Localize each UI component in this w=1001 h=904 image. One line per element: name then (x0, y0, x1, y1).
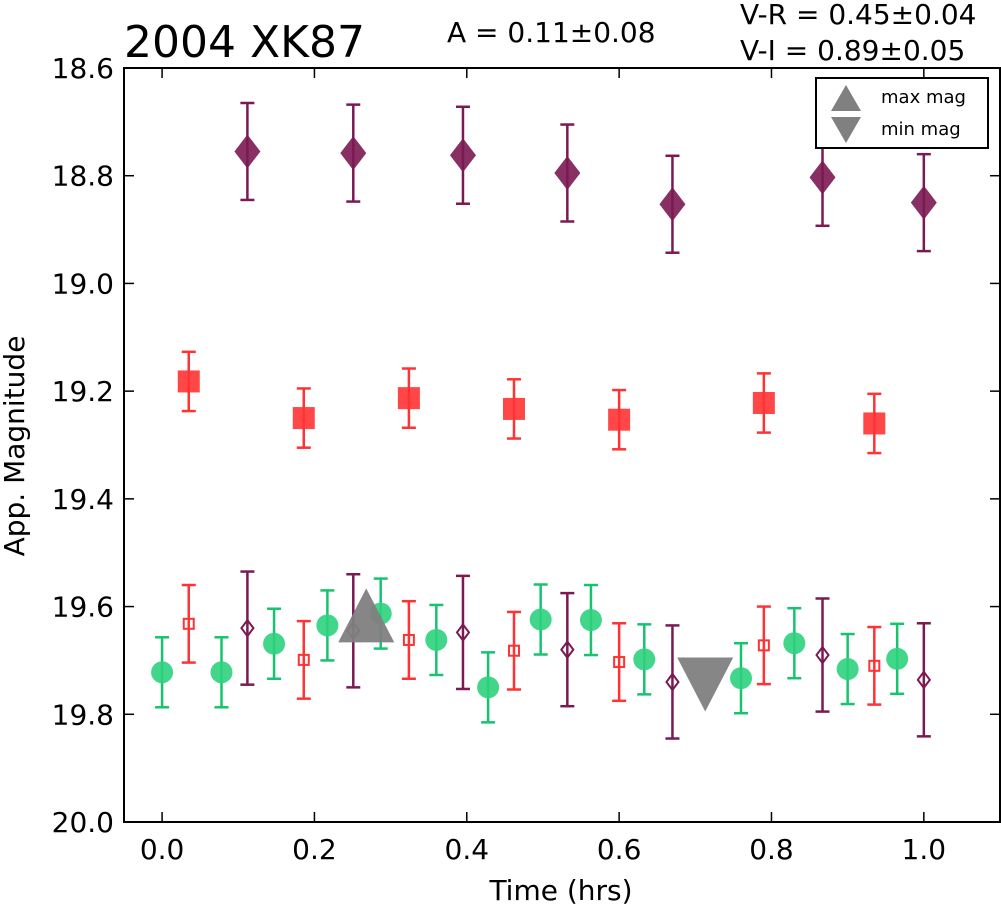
y-tick-label: 18.8 (52, 160, 114, 193)
legend-min-mag-marker (831, 117, 861, 143)
y-tick-label: 18.6 (52, 52, 114, 85)
max-mag-marker (338, 588, 395, 643)
x-tick-label: 0.0 (140, 833, 185, 866)
chart-title: 2004 XK87 (124, 17, 365, 68)
data-point-diamond (815, 645, 830, 665)
data-point-diamond (340, 136, 367, 171)
y-tick-label: 19.0 (52, 267, 114, 300)
x-tick-label: 0.4 (445, 833, 490, 866)
series-1-square-filled (177, 350, 886, 455)
series-6-triangle-down-filled (677, 657, 734, 712)
data-point-diamond (234, 134, 261, 169)
data-point-square (508, 644, 521, 657)
data-point-square (613, 656, 626, 669)
data-point-square (402, 633, 415, 646)
data-point-square (752, 391, 775, 414)
series-5-triangle-up-filled (338, 588, 395, 643)
data-point-diamond (449, 138, 476, 173)
data-point-square (757, 639, 770, 652)
data-point-circle (836, 658, 859, 681)
y-tick-label: 19.4 (52, 483, 114, 516)
x-tick-label: 1.0 (902, 833, 947, 866)
data-point-diamond (455, 622, 471, 643)
data-point-circle (529, 608, 552, 631)
color-index-vr: V-R = 0.45±0.04 (740, 0, 976, 31)
data-point-square (608, 408, 631, 431)
axis-ticks: 0.0 0.2 0.4 0.6 0.8 1.0 18.6 18.8 19.0 19.2 19.4 19… (52, 52, 1000, 866)
data-point-square (503, 397, 526, 420)
data-point-diamond (560, 639, 575, 660)
data-point-diamond (916, 670, 932, 690)
series-3-square-open (181, 583, 882, 706)
x-tick-label: 0.8 (749, 833, 794, 866)
data-point-square (182, 617, 195, 630)
y-tick-label: 19.2 (52, 375, 114, 408)
legend-max-mag-marker (831, 85, 861, 111)
data-point-circle (633, 648, 656, 671)
data-point-diamond (665, 672, 680, 692)
data-point-circle (316, 614, 339, 637)
plot-frame (123, 67, 1001, 823)
data-point-circle (886, 647, 909, 670)
legend-max-mag-label: max mag (881, 87, 966, 108)
data-point-square (397, 387, 420, 410)
y-tick-label: 19.8 (52, 698, 114, 731)
legend-min-mag-label: min mag (881, 119, 961, 140)
data-point-circle (425, 628, 448, 651)
data-point-diamond (809, 160, 836, 195)
data-point-diamond (659, 187, 686, 222)
color-index-vi: V-I = 0.89±0.05 (740, 34, 965, 67)
data-point-circle (579, 609, 602, 632)
data-point-square (292, 407, 315, 430)
y-axis-label: App. Magnitude (0, 336, 31, 557)
data-point-circle (210, 661, 233, 684)
data-point-circle (730, 667, 753, 690)
series-0-diamond-filled (234, 101, 937, 254)
data-point-circle (263, 632, 286, 655)
y-tick-label: 19.6 (52, 591, 114, 624)
data-point-square (863, 412, 886, 435)
x-tick-label: 0.6 (597, 833, 642, 866)
x-axis-label: Time (hrs) (488, 874, 632, 904)
data-point-circle (477, 676, 500, 699)
series-2-circle-filled (151, 577, 909, 724)
data-point-square (868, 659, 881, 672)
legend: max mag min mag (815, 77, 989, 149)
data-point-diamond (240, 618, 255, 638)
y-tick-label: 20.0 (52, 806, 114, 839)
data-point-square (297, 653, 310, 666)
data-point-square (177, 370, 200, 393)
series-4-diamond-open (240, 570, 932, 740)
data-point-diamond (554, 156, 581, 191)
amplitude-text: A = 0.11±0.08 (447, 16, 656, 49)
data-point-circle (151, 661, 174, 684)
data-point-circle (783, 632, 806, 655)
data-series-layer (151, 101, 937, 740)
min-mag-marker (677, 657, 734, 712)
data-point-diamond (910, 185, 937, 220)
x-tick-label: 0.2 (292, 833, 337, 866)
